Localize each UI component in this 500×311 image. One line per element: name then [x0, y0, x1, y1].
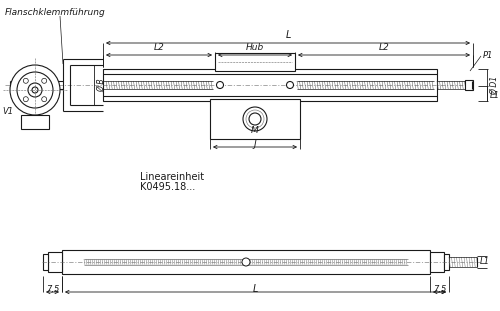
Bar: [444, 254, 449, 270]
Circle shape: [42, 97, 46, 102]
Circle shape: [286, 81, 294, 89]
Circle shape: [10, 65, 60, 115]
Bar: [103, 69, 437, 101]
Text: L: L: [253, 284, 258, 294]
Circle shape: [24, 97, 28, 102]
Text: L1: L1: [490, 91, 500, 100]
Text: Lineareinheit: Lineareinheit: [140, 172, 204, 182]
Circle shape: [216, 81, 224, 89]
Circle shape: [42, 78, 46, 83]
Circle shape: [242, 258, 250, 266]
Bar: [48, 252, 62, 272]
Text: Ø B: Ø B: [97, 78, 106, 92]
Bar: [210, 99, 300, 139]
Text: 7,5: 7,5: [433, 285, 446, 294]
Text: Ø D1: Ø D1: [490, 76, 499, 95]
Bar: [215, 53, 295, 71]
Bar: [465, 80, 473, 90]
Text: M: M: [251, 126, 259, 135]
Text: P1: P1: [483, 50, 494, 59]
Circle shape: [243, 107, 267, 131]
Circle shape: [28, 83, 42, 97]
Bar: [21, 115, 49, 129]
Circle shape: [17, 72, 53, 108]
Text: L: L: [286, 30, 290, 40]
Bar: [62, 250, 430, 274]
Text: J: J: [254, 140, 256, 149]
Bar: [430, 252, 444, 272]
Text: V1: V1: [2, 106, 13, 115]
Circle shape: [32, 87, 38, 93]
Text: K0495.18...: K0495.18...: [140, 182, 195, 192]
Text: 7,5: 7,5: [46, 285, 59, 294]
Circle shape: [24, 78, 28, 83]
Text: L1: L1: [480, 258, 490, 267]
Text: Flanschklemmführung: Flanschklemmführung: [5, 8, 106, 17]
Text: L2: L2: [378, 43, 390, 52]
Circle shape: [249, 113, 261, 125]
Text: L2: L2: [154, 43, 164, 52]
Bar: [43, 254, 48, 270]
Text: Hub: Hub: [246, 43, 264, 52]
